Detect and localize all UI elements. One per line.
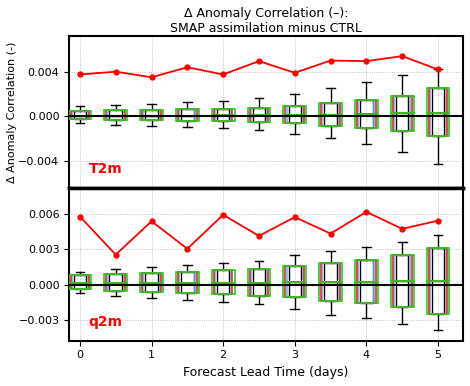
Bar: [253, 108, 265, 122]
Bar: [106, 110, 125, 120]
Bar: [140, 110, 163, 120]
Bar: [74, 111, 86, 119]
Bar: [212, 109, 235, 121]
Bar: [391, 255, 414, 307]
Bar: [69, 275, 91, 289]
Bar: [289, 106, 301, 124]
Bar: [145, 110, 158, 120]
Bar: [429, 248, 447, 315]
Bar: [72, 111, 88, 119]
Bar: [110, 274, 122, 291]
Bar: [394, 255, 410, 307]
Bar: [251, 269, 267, 296]
Bar: [427, 248, 449, 315]
Bar: [142, 273, 161, 292]
Bar: [357, 100, 376, 128]
Bar: [179, 110, 196, 120]
Bar: [217, 271, 229, 295]
Bar: [251, 108, 267, 122]
Bar: [396, 255, 408, 307]
Bar: [212, 271, 235, 295]
Bar: [360, 260, 373, 303]
Bar: [432, 88, 444, 135]
Bar: [181, 272, 194, 293]
Text: q2m: q2m: [89, 315, 123, 328]
Bar: [393, 96, 412, 130]
Bar: [321, 103, 340, 125]
Bar: [74, 275, 86, 289]
Bar: [142, 110, 161, 120]
Bar: [358, 260, 375, 303]
Bar: [319, 103, 342, 125]
Bar: [283, 106, 306, 124]
Bar: [324, 263, 337, 301]
Bar: [391, 96, 414, 130]
Bar: [70, 111, 89, 119]
Bar: [108, 274, 124, 291]
Bar: [145, 273, 158, 292]
Bar: [70, 275, 89, 289]
Bar: [287, 106, 303, 124]
Bar: [248, 269, 270, 296]
Bar: [143, 110, 160, 120]
Bar: [322, 103, 339, 125]
Bar: [104, 274, 127, 291]
Bar: [430, 248, 446, 315]
Text: T2m: T2m: [89, 162, 123, 176]
Bar: [430, 88, 446, 135]
Bar: [355, 260, 378, 303]
Bar: [357, 260, 376, 303]
Bar: [285, 266, 304, 298]
Bar: [319, 263, 342, 301]
Bar: [250, 108, 268, 122]
Bar: [283, 266, 306, 298]
Bar: [289, 266, 301, 298]
Bar: [427, 88, 449, 135]
Bar: [176, 272, 199, 293]
Bar: [106, 274, 125, 291]
Title: Δ Anomaly Correlation (–):
SMAP assimilation minus CTRL: Δ Anomaly Correlation (–): SMAP assimila…: [170, 7, 362, 35]
Bar: [179, 272, 196, 293]
Bar: [355, 100, 378, 128]
Bar: [143, 273, 160, 292]
Bar: [396, 96, 408, 130]
Bar: [108, 110, 124, 120]
Bar: [214, 109, 233, 121]
Bar: [253, 269, 265, 296]
Bar: [358, 100, 375, 128]
Bar: [181, 110, 194, 120]
Bar: [178, 272, 196, 293]
Bar: [250, 269, 268, 296]
X-axis label: Forecast Lead Time (days): Forecast Lead Time (days): [183, 366, 349, 379]
Bar: [429, 88, 447, 135]
Bar: [178, 110, 196, 120]
Bar: [248, 108, 270, 122]
Bar: [104, 110, 127, 120]
Bar: [394, 96, 410, 130]
Y-axis label: Δ Anomaly Correlation (-): Δ Anomaly Correlation (-): [7, 42, 17, 183]
Bar: [72, 275, 88, 289]
Bar: [285, 106, 304, 124]
Bar: [215, 109, 231, 121]
Bar: [432, 248, 444, 315]
Bar: [140, 273, 163, 292]
Bar: [215, 271, 231, 295]
Bar: [322, 263, 339, 301]
Bar: [287, 266, 303, 298]
Bar: [321, 263, 340, 301]
Bar: [217, 109, 229, 121]
Bar: [324, 103, 337, 125]
Bar: [69, 111, 91, 119]
Bar: [110, 110, 122, 120]
Bar: [176, 110, 199, 120]
Bar: [393, 255, 412, 307]
Bar: [360, 100, 373, 128]
Bar: [214, 271, 233, 295]
